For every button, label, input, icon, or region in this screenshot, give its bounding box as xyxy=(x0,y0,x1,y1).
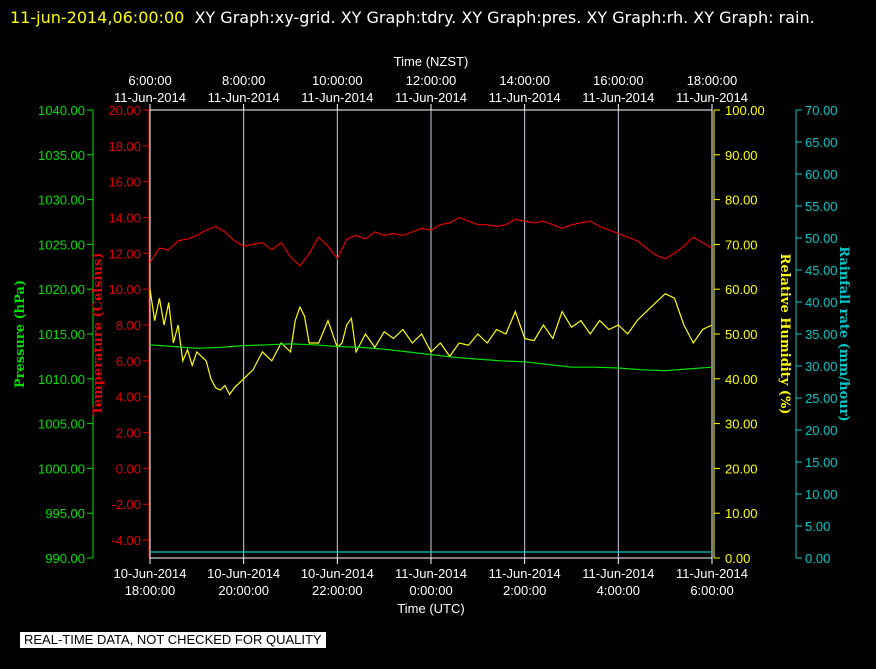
pressure-tick-label: 990.00 xyxy=(45,551,85,566)
pressure-tick-label: 1005.00 xyxy=(38,417,85,432)
temperature-tick-label: 18.00 xyxy=(108,139,141,154)
pressure-axis-title: Pressure (hPa) xyxy=(13,280,28,388)
graph-title: 11-jun-2014,06:00:00 XY Graph:xy-grid. X… xyxy=(10,3,870,32)
top-tick-label: 11-Jun-2014 xyxy=(489,90,561,105)
humidity-tick-label: 60.00 xyxy=(725,282,758,297)
pressure-tick-label: 1000.00 xyxy=(38,461,85,476)
rain-tick-label: 20.00 xyxy=(805,423,838,438)
pressure-tick-label: 1035.00 xyxy=(38,148,85,163)
title-graph-list: XY Graph:xy-grid. XY Graph:tdry. XY Grap… xyxy=(194,8,815,27)
pressure-tick-label: 1015.00 xyxy=(38,327,85,342)
pressure-series-line xyxy=(149,343,713,372)
x-tick-label: 10-Jun-2014 xyxy=(301,566,374,581)
rain-tick-label: 15.00 xyxy=(805,455,838,470)
humidity-tick-label: 50.00 xyxy=(725,327,758,342)
rain-axis-title: Rainfall rate (mm/hour) xyxy=(836,246,851,421)
x-tick-label: 11-Jun-2014 xyxy=(395,566,467,581)
rain-tick-label: 50.00 xyxy=(805,231,838,246)
humidity-tick-label: 100.00 xyxy=(725,103,765,118)
temperature-tick-label: 10.00 xyxy=(108,282,141,297)
rain-tick-label: 55.00 xyxy=(805,199,838,214)
rain-tick-label: 60.00 xyxy=(805,167,838,182)
temperature-tick-label: 2.00 xyxy=(116,426,141,441)
humidity-tick-label: 80.00 xyxy=(725,193,758,208)
x-tick-label: 11-Jun-2014 xyxy=(676,566,748,581)
x-tick-label: 20:00:00 xyxy=(218,583,269,598)
x-tick-label: 10-Jun-2014 xyxy=(207,566,280,581)
top-tick-label: 11-Jun-2014 xyxy=(582,90,654,105)
x-tick-label: 22:00:00 xyxy=(312,583,363,598)
pressure-tick-label: 1040.00 xyxy=(38,103,85,118)
pressure-tick-label: 995.00 xyxy=(45,506,85,521)
quality-notice: REAL-TIME DATA, NOT CHECKED FOR QUALITY xyxy=(20,632,326,648)
rain-tick-label: 65.00 xyxy=(805,135,838,150)
pressure-tick-label: 1030.00 xyxy=(38,193,85,208)
rain-tick-label: 45.00 xyxy=(805,263,838,278)
title-timestamp: 11-jun-2014,06:00:00 xyxy=(10,8,185,27)
x-tick-label: 2:00:00 xyxy=(503,583,546,598)
pressure-tick-label: 1020.00 xyxy=(38,282,85,297)
humidity-tick-label: 90.00 xyxy=(725,148,758,163)
temperature-axis-title: Temperature (Celsius) xyxy=(91,253,106,416)
temperature-tick-label: -4.00 xyxy=(111,533,141,548)
pressure-tick-label: 1010.00 xyxy=(38,372,85,387)
temperature-tick-label: 20.00 xyxy=(108,103,141,118)
rain-tick-label: 40.00 xyxy=(805,295,838,310)
humidity-tick-label: 20.00 xyxy=(725,461,758,476)
temperature-series-line xyxy=(149,216,713,267)
rain-tick-label: 0.00 xyxy=(805,551,830,566)
temperature-tick-label: 4.00 xyxy=(116,390,141,405)
temperature-tick-label: 14.00 xyxy=(108,211,141,226)
x-tick-label: 11-Jun-2014 xyxy=(489,566,561,581)
top-tick-label: 11-Jun-2014 xyxy=(114,90,186,105)
rain-tick-label: 5.00 xyxy=(805,519,830,534)
top-tick-label: 11-Jun-2014 xyxy=(395,90,467,105)
x-axis-title: Time (UTC) xyxy=(397,601,464,616)
rain-tick-label: 30.00 xyxy=(805,359,838,374)
x-tick-label: 11-Jun-2014 xyxy=(582,566,654,581)
rain-tick-label: 70.00 xyxy=(805,103,838,118)
temperature-tick-label: 16.00 xyxy=(108,175,141,190)
top-tick-label: 12:00:00 xyxy=(406,73,457,88)
top-tick-label: 11-Jun-2014 xyxy=(676,90,748,105)
humidity-tick-label: 10.00 xyxy=(725,506,758,521)
rain-tick-label: 35.00 xyxy=(805,327,838,342)
humidity-tick-label: 0.00 xyxy=(725,551,750,566)
top-tick-label: 16:00:00 xyxy=(593,73,644,88)
x-tick-label: 18:00:00 xyxy=(125,583,176,598)
humidity-series-line xyxy=(149,289,713,396)
x-tick-label: 4:00:00 xyxy=(597,583,640,598)
top-tick-label: 8:00:00 xyxy=(222,73,265,88)
top-tick-label: 11-Jun-2014 xyxy=(208,90,280,105)
top-tick-label: 14:00:00 xyxy=(499,73,550,88)
top-tick-label: 18:00:00 xyxy=(687,73,738,88)
x-tick-label: 0:00:00 xyxy=(409,583,452,598)
temperature-tick-label: 6.00 xyxy=(116,354,141,369)
top-tick-label: 6:00:00 xyxy=(128,73,171,88)
top-tick-label: 10:00:00 xyxy=(312,73,363,88)
temperature-tick-label: 0.00 xyxy=(116,461,141,476)
top-axis-title: Time (NZST) xyxy=(394,54,469,69)
rain-tick-label: 10.00 xyxy=(805,487,838,502)
top-tick-label: 11-Jun-2014 xyxy=(301,90,373,105)
rain-tick-label: 25.00 xyxy=(805,391,838,406)
humidity-tick-label: 40.00 xyxy=(725,372,758,387)
temperature-tick-label: 8.00 xyxy=(116,318,141,333)
temperature-tick-label: -2.00 xyxy=(111,497,141,512)
x-tick-label: 6:00:00 xyxy=(690,583,733,598)
humidity-tick-label: 30.00 xyxy=(725,417,758,432)
humidity-axis-title: Relative Humidity (%) xyxy=(777,254,792,415)
x-tick-label: 10-Jun-2014 xyxy=(114,566,187,581)
temperature-tick-label: 12.00 xyxy=(108,246,141,261)
humidity-tick-label: 70.00 xyxy=(725,237,758,252)
pressure-tick-label: 1025.00 xyxy=(38,237,85,252)
